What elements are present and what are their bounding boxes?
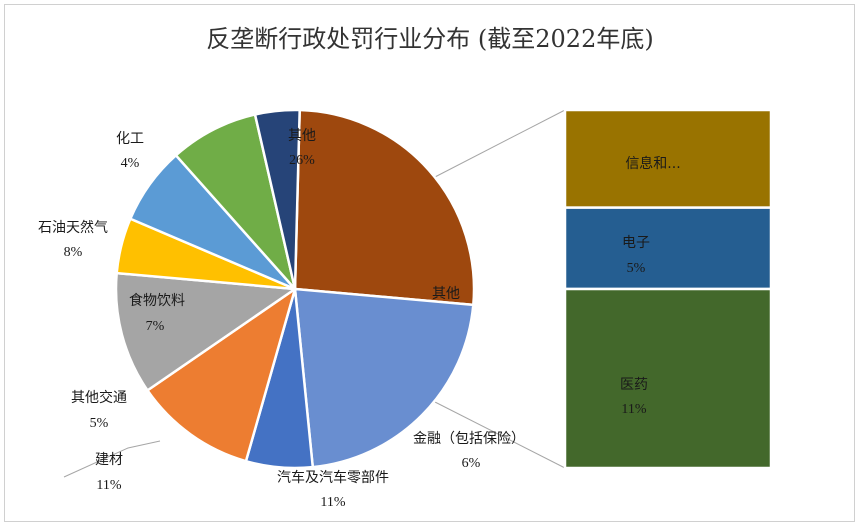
data-labels: 其他 26% 其他 金融（包括保险） 6% 汽车及汽车零部件 11% 建材 11… — [38, 128, 681, 510]
label-jinrong: 金融（包括保险） — [413, 431, 525, 447]
bar-segment-dianzi — [563, 206, 773, 291]
leader-lines — [63, 109, 566, 478]
value-shiyou: 8% — [64, 245, 83, 260]
value-yiyao: 11% — [621, 402, 646, 417]
bar-segment-xinxi — [563, 108, 773, 209]
slice-qita-secondary — [293, 287, 475, 469]
label-yiyao: 医药 — [620, 377, 648, 393]
chart-title: 反垄断行政处罚行业分布 (截至2022年底) — [206, 25, 653, 53]
pie-slices — [114, 108, 476, 470]
label-qita-main: 其他 — [288, 128, 316, 144]
connector-line-bottom — [432, 400, 566, 469]
value-qita-main: 26% — [289, 153, 315, 168]
value-dianzi: 5% — [627, 261, 646, 276]
label-dianzi: 电子 — [622, 235, 650, 251]
slice-qiche — [146, 287, 297, 463]
label-huagong: 化工 — [116, 131, 144, 147]
slice-huagong — [253, 108, 301, 291]
label-qitajiaotong: 其他交通 — [71, 389, 127, 406]
value-shiwu: 7% — [146, 319, 165, 334]
value-qitajiaotong: 5% — [90, 416, 109, 431]
leader-line-jiancai — [63, 440, 161, 478]
label-xinxi: 信息和... — [625, 155, 680, 172]
label-qiche: 汽车及汽车零部件 — [277, 469, 389, 486]
connector-line-top — [432, 109, 566, 179]
label-jiancai: 建材 — [95, 452, 123, 468]
value-jinrong: 6% — [462, 456, 481, 471]
value-huagong: 4% — [121, 156, 140, 171]
label-qita-secondary: 其他 — [432, 286, 460, 302]
label-shiyou: 石油天然气 — [38, 219, 108, 236]
slice-shiyou — [174, 113, 297, 291]
slice-qita-main — [293, 108, 476, 307]
breakdown-bar — [563, 108, 773, 470]
bar-segment-yiyao — [563, 287, 773, 470]
label-shiwu: 食物饮料 — [129, 292, 185, 309]
slice-jiancai — [114, 271, 297, 392]
value-qiche: 11% — [320, 495, 345, 510]
value-jiancai: 11% — [96, 478, 121, 493]
